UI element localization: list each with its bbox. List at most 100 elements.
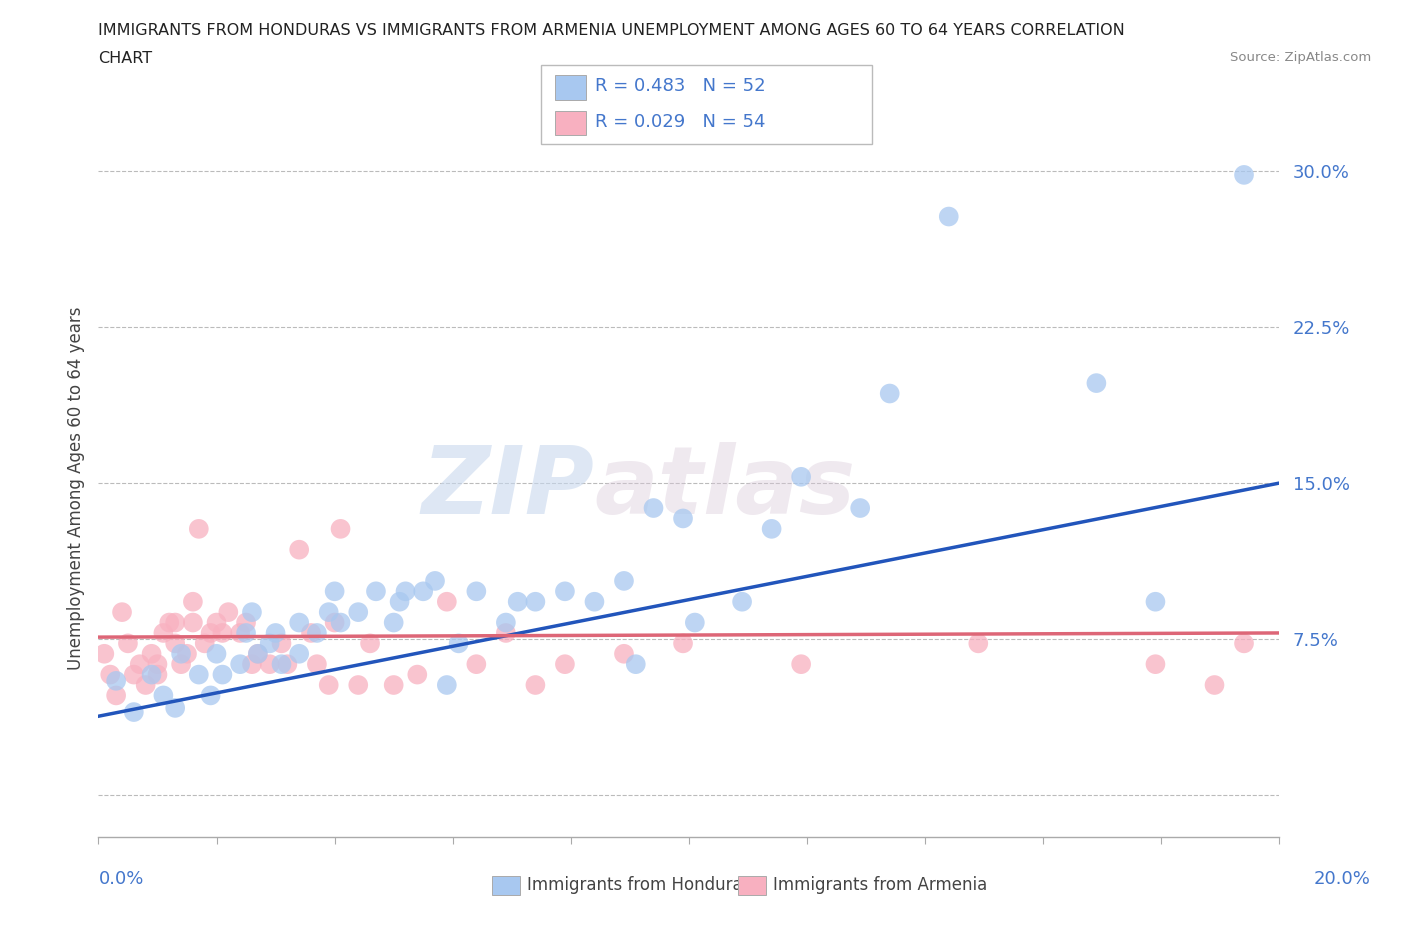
Point (187, 522, 209, 537)
Point (111, 604, 134, 619)
Point (583, 594, 606, 609)
Point (323, 584, 346, 599)
Point (170, 646, 193, 661)
Point (683, 615, 706, 630)
Point (347, 604, 370, 619)
Text: CHART: CHART (98, 51, 152, 66)
Text: Immigrants from Honduras: Immigrants from Honduras (527, 876, 752, 895)
Point (790, 470, 813, 485)
Point (436, 594, 458, 609)
Point (246, 646, 269, 661)
Point (318, 604, 340, 619)
Point (93, 646, 115, 661)
Point (288, 615, 311, 630)
Point (276, 657, 298, 671)
Point (761, 522, 783, 537)
Point (305, 626, 328, 641)
Point (524, 594, 547, 609)
Point (246, 646, 269, 661)
Point (359, 636, 381, 651)
Point (305, 657, 328, 671)
Point (135, 678, 157, 693)
Point (288, 542, 311, 557)
Point (849, 500, 872, 515)
Point (235, 615, 257, 630)
Point (98, 667, 121, 682)
Point (146, 657, 169, 671)
Point (1204, 678, 1226, 693)
Point (495, 626, 517, 641)
Point (613, 646, 636, 661)
Point (205, 615, 228, 630)
Point (176, 646, 198, 661)
Text: R = 0.483   N = 52: R = 0.483 N = 52 (595, 77, 765, 96)
Point (259, 657, 281, 671)
Point (318, 678, 340, 693)
Point (382, 615, 405, 630)
Point (122, 667, 145, 682)
Point (181, 594, 204, 609)
Point (1085, 376, 1108, 391)
Point (229, 626, 252, 641)
Point (105, 673, 128, 688)
Point (938, 209, 960, 224)
Text: IMMIGRANTS FROM HONDURAS VS IMMIGRANTS FROM ARMENIA UNEMPLOYMENT AMONG AGES 60 T: IMMIGRANTS FROM HONDURAS VS IMMIGRANTS F… (98, 23, 1125, 38)
Point (152, 688, 174, 703)
Text: R = 0.029   N = 54: R = 0.029 N = 54 (595, 113, 765, 131)
Point (181, 615, 204, 630)
Point (270, 657, 292, 671)
Point (235, 626, 257, 641)
Point (643, 500, 665, 515)
Point (211, 667, 233, 682)
Point (731, 594, 754, 609)
Point (388, 594, 411, 609)
Point (200, 688, 222, 703)
Point (229, 657, 252, 671)
Point (347, 678, 370, 693)
Point (1144, 594, 1167, 609)
Point (554, 657, 576, 671)
Point (329, 522, 352, 537)
Point (105, 688, 128, 703)
Point (524, 678, 547, 693)
Point (117, 636, 139, 651)
Point (465, 657, 488, 671)
Point (240, 604, 263, 619)
Point (288, 646, 311, 661)
Point (1233, 636, 1256, 651)
Text: Immigrants from Armenia: Immigrants from Armenia (773, 876, 987, 895)
Point (879, 386, 901, 401)
Text: 0.0%: 0.0% (98, 870, 143, 888)
Point (613, 574, 636, 589)
Point (217, 604, 239, 619)
Point (122, 705, 145, 720)
Point (200, 626, 222, 641)
Point (205, 646, 228, 661)
Point (165, 700, 187, 715)
Point (506, 594, 529, 609)
Point (394, 584, 416, 599)
Point (465, 584, 488, 599)
Point (211, 626, 233, 641)
Point (554, 584, 576, 599)
Point (406, 667, 429, 682)
Point (194, 636, 217, 651)
Point (624, 657, 647, 671)
Point (364, 584, 387, 599)
Point (259, 636, 281, 651)
Point (1233, 167, 1256, 182)
Point (790, 657, 813, 671)
Point (141, 667, 163, 682)
Text: atlas: atlas (595, 443, 856, 534)
Point (329, 615, 352, 630)
Text: ZIP: ZIP (422, 443, 595, 534)
Point (672, 511, 695, 525)
Point (170, 657, 193, 671)
Point (1144, 657, 1167, 671)
Point (128, 657, 150, 671)
Point (240, 657, 263, 671)
Text: Source: ZipAtlas.com: Source: ZipAtlas.com (1230, 51, 1371, 64)
Point (423, 574, 446, 589)
Point (264, 626, 287, 641)
Point (382, 678, 405, 693)
